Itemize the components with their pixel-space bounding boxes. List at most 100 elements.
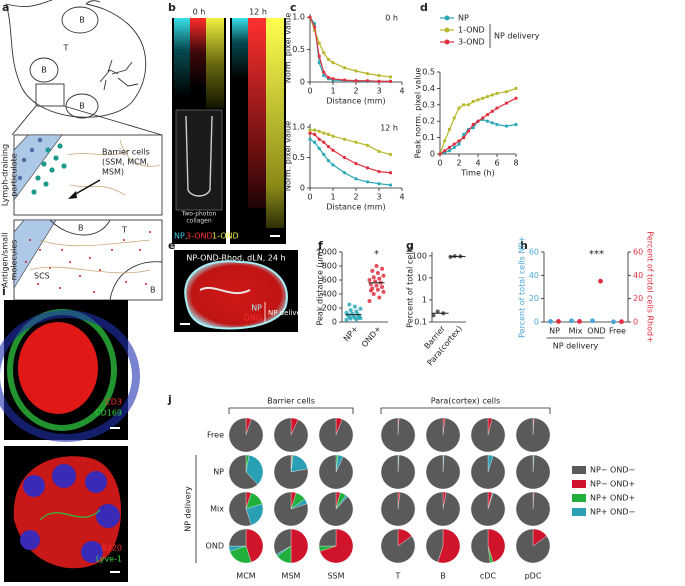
x-tick-label: 6 [494, 159, 499, 168]
stain-label: Lyve-1 [96, 555, 122, 564]
point [377, 169, 381, 174]
time-label: 0 h [193, 8, 206, 17]
point [457, 106, 461, 110]
pie-slice [273, 528, 292, 555]
point [514, 96, 518, 100]
side-label: particulate [10, 153, 19, 196]
pie-slice [515, 454, 551, 490]
point [476, 98, 480, 102]
point [476, 119, 480, 123]
panel-label: f [318, 239, 323, 252]
point [326, 57, 330, 61]
point [358, 306, 363, 311]
node-label: T [63, 44, 69, 53]
pie-slice [245, 455, 264, 485]
row-label: Free [207, 431, 224, 440]
side-label: molecules [10, 240, 19, 281]
y-axis-label: Norm. pixel value [284, 13, 293, 83]
series-line [309, 138, 391, 186]
point [377, 79, 381, 83]
point [354, 177, 358, 181]
stain-label: CD169 [95, 409, 122, 418]
side-label: Antigen/small [1, 233, 10, 288]
y-axis-label: Norm. pixel value [284, 121, 293, 191]
blue-rim [0, 310, 140, 442]
legend-marker [444, 27, 450, 33]
legend-note: NP delivery [268, 309, 308, 317]
reticular-fibers [29, 239, 151, 274]
y-tick-label: 40 [529, 271, 539, 280]
inset [175, 109, 223, 211]
y-axis-label: Peak distance (μm) [316, 248, 325, 325]
point [313, 140, 317, 144]
x-axis-label: Distance (mm) [326, 97, 385, 106]
pie-slice [425, 417, 461, 453]
x-tick-label: 2 [456, 159, 461, 168]
zone-label: SCS [34, 272, 50, 281]
pie-slice [318, 454, 354, 490]
time-label: 12 h [249, 8, 267, 17]
point [365, 79, 370, 83]
x-tick-label: 2 [353, 87, 358, 96]
point [485, 95, 490, 99]
x-tick-label: 0 [307, 193, 312, 202]
point [490, 109, 494, 113]
point [619, 319, 624, 325]
point [317, 54, 321, 58]
y-tick-label: 1000 [317, 248, 337, 257]
y-tick-label: 0 [430, 150, 435, 159]
x-tick-label: 4 [399, 193, 404, 202]
point [331, 148, 335, 152]
y-tick-label: 200 [322, 304, 337, 313]
point [471, 122, 475, 127]
reticular-fibers [67, 139, 161, 196]
legend-label: 3-OND [186, 232, 213, 241]
point [354, 69, 358, 73]
point [514, 122, 518, 127]
legend-label: 1-OND [458, 26, 485, 35]
point [365, 143, 370, 147]
point [375, 287, 380, 292]
group-bracket [380, 407, 551, 414]
point [514, 86, 518, 90]
point [342, 155, 347, 160]
point [452, 142, 456, 146]
point [317, 41, 321, 45]
point [388, 183, 393, 187]
vessel [5, 0, 101, 7]
point [471, 126, 475, 130]
point [365, 71, 370, 76]
pie-slice [245, 528, 264, 563]
annotation: * [374, 249, 379, 260]
pie-slice [380, 454, 416, 490]
zoom-lines [11, 105, 163, 136]
node-label: B [79, 102, 85, 111]
channel [248, 18, 266, 208]
point [370, 268, 375, 273]
point [331, 134, 335, 138]
point [313, 128, 317, 132]
point [577, 319, 582, 324]
point [354, 309, 359, 314]
pie-slice [318, 417, 354, 453]
point [377, 276, 382, 281]
lymph-node-outline [5, 3, 147, 118]
point [308, 128, 312, 132]
point [326, 75, 330, 80]
pie-slice [470, 491, 506, 527]
x-tick-label: 1 [330, 87, 335, 96]
zone-label: T [121, 226, 127, 235]
point [381, 289, 386, 294]
group-label: Para(cortex) cells [431, 397, 501, 406]
x-tick-label: NP [549, 327, 560, 336]
point [368, 288, 373, 293]
point [443, 149, 447, 153]
particulate-dots [31, 143, 67, 195]
channel [206, 18, 224, 108]
pie-slice [425, 491, 461, 527]
x-tick-label: 0 [437, 159, 442, 168]
image-e: NP-OND-Rhod, dLN, 24 h NP OND NP deliver… [174, 250, 308, 332]
point [354, 79, 358, 83]
legend-label: NP+ OND− [590, 508, 635, 517]
arrow [71, 179, 101, 197]
